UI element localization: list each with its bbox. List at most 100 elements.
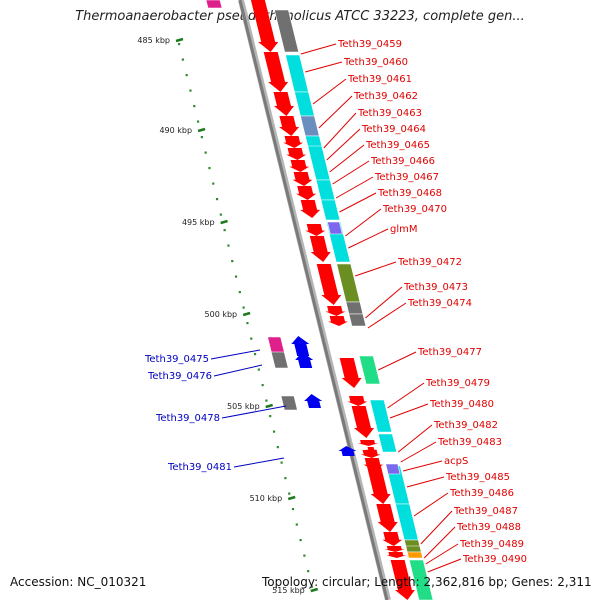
cds-forward-Teth39_0482: [357, 440, 378, 446]
genome-backbone: [238, 0, 391, 600]
axis-dot: [276, 446, 279, 449]
axis-dot: [219, 213, 222, 216]
axis-dot: [253, 353, 257, 356]
axis-dot: [204, 151, 207, 154]
axis-tick: [287, 495, 296, 501]
leader-Teth39_0472: [355, 261, 397, 277]
tick-label: 485 kbp: [137, 36, 170, 45]
axis-dot: [299, 539, 302, 542]
cds-forward-Teth39_0483: [360, 450, 381, 458]
cog-Teth39_0462: [300, 115, 320, 137]
cds-forward-Teth39_0474: [328, 316, 348, 326]
cds-forward-Teth39_0490: [390, 560, 415, 600]
axis-dot: [265, 399, 268, 402]
axis-dot: [291, 508, 295, 511]
cog-Teth39_0459: [274, 9, 300, 53]
cds-reverse-Teth39_0476: [295, 352, 314, 368]
cds-forward-Teth39_0488: [384, 546, 405, 552]
gene-label-Teth39_0475: Teth39_0475: [144, 354, 209, 365]
cog-Teth39_0477: [358, 355, 381, 385]
gene-label-Teth39_0468: Teth39_0468: [377, 188, 442, 199]
gene-label-Teth39_0488: Teth39_0488: [456, 522, 521, 533]
label-leaders: [210, 43, 462, 573]
gene-label-Teth39_0473: Teth39_0473: [403, 282, 468, 293]
cds-reverse-Teth39_0481: [338, 446, 357, 456]
cds-forward-Teth39_0480: [351, 406, 374, 438]
axis-dot: [280, 461, 283, 464]
axis-tick: [175, 37, 184, 43]
axis-dot: [185, 74, 188, 77]
gene-label-Teth39_0459: Teth39_0459: [337, 39, 402, 50]
gene-label-Teth39_0478: Teth39_0478: [155, 413, 220, 424]
axis-tick: [310, 587, 319, 593]
cog-top-magenta: [205, 0, 223, 9]
axis-dot: [288, 492, 291, 495]
scale-axis: 485 kbp 490 kbp 495 kbp 500 kbp 505 kbp 510 k…: [137, 36, 319, 595]
axis-dot: [212, 182, 215, 185]
accession-text: Accession: NC_010321: [10, 575, 147, 589]
gene-label-Teth39_0466: Teth39_0466: [370, 156, 435, 167]
gene-label-Teth39_0483: Teth39_0483: [437, 437, 502, 448]
axis-dot: [227, 244, 230, 247]
axis-dot: [272, 430, 276, 433]
cog-Teth39_0467: [315, 179, 336, 201]
leader-acpS: [402, 460, 443, 472]
gene-label-Teth39_0467: Teth39_0467: [374, 172, 439, 183]
tick-label: 510 kbp: [250, 494, 283, 503]
axis-dot: [215, 198, 219, 201]
axis-dot: [234, 275, 238, 278]
tick-label: 495 kbp: [182, 218, 215, 227]
cog-Teth39_0461: [294, 91, 315, 117]
leader-Teth39_0459: [300, 43, 337, 55]
leader-Teth39_0474: [367, 302, 407, 329]
cds-reverse-Teth39_0478: [304, 394, 323, 408]
cds-forward-Teth39_0460: [263, 52, 289, 92]
cds-small-0: [365, 447, 378, 452]
cog-Teth39_0468: [320, 199, 341, 221]
gene-label-Teth39_0464: Teth39_0464: [361, 124, 426, 135]
axis-dot: [284, 477, 287, 480]
axis-dot: [238, 291, 241, 294]
axis-tick: [197, 127, 206, 133]
cds-forward-Teth39_0466: [292, 172, 313, 186]
axis-dot: [310, 585, 314, 588]
gene-label-Teth39_0479: Teth39_0479: [425, 378, 490, 389]
axis-dot: [193, 105, 196, 108]
gene-label-Teth39_0476: Teth39_0476: [147, 371, 212, 382]
cds-forward-Teth39_0477: [339, 358, 362, 388]
cog-Teth39_0466: [307, 145, 331, 181]
gene-label-Teth39_0470: Teth39_0470: [382, 204, 447, 215]
leader-Teth39_0476: [213, 364, 263, 377]
gene-labels: Teth39_0459 Teth39_0460 Teth39_0461 Teth39_…: [144, 39, 527, 565]
genome-stats: Topology: circular; Length: 2,362,816 bp…: [262, 575, 592, 589]
cog-purple-b: [385, 463, 401, 475]
axis-dot: [295, 523, 298, 526]
leader-Teth39_0489: [425, 543, 459, 565]
leader-Teth39_0486: [413, 492, 449, 517]
gene-label-Teth39_0481: Teth39_0481: [167, 462, 232, 473]
gene-label-glmM: glmM: [390, 224, 418, 235]
axis-dot: [177, 43, 181, 46]
axis-dot: [242, 306, 245, 309]
leader-Teth39_0488: [423, 526, 456, 559]
cds-forward-Teth39_0461: [273, 92, 294, 116]
axis-dot: [200, 136, 203, 139]
cog-Teth39_0490: [408, 559, 434, 600]
map-title: Thermoanaerobacter pseudethanolicus ATCC…: [75, 9, 525, 24]
gene-label-Teth39_0482: Teth39_0482: [433, 420, 498, 431]
gene-label-Teth39_0465: Teth39_0465: [365, 140, 430, 151]
gene-label-Teth39_0480: Teth39_0480: [429, 399, 494, 410]
gene-label-Teth39_0487: Teth39_0487: [453, 506, 518, 517]
cds-forward-Teth39_0468: [300, 200, 321, 218]
cds-forward-Teth39_0479: [347, 396, 368, 406]
tick-label: 515 kbp: [272, 586, 305, 595]
cds-track: [250, 0, 415, 600]
gene-label-Teth39_0463: Teth39_0463: [357, 108, 422, 119]
leader-Teth39_0478: [221, 405, 287, 419]
gene-label-Teth39_0460: Teth39_0460: [343, 57, 408, 68]
gene-label-Teth39_0472: Teth39_0472: [397, 257, 462, 268]
cds-forward-Teth39_0464: [286, 148, 307, 160]
gene-label-Teth39_0485: Teth39_0485: [445, 472, 510, 483]
leader-Teth39_0473: [365, 286, 403, 319]
